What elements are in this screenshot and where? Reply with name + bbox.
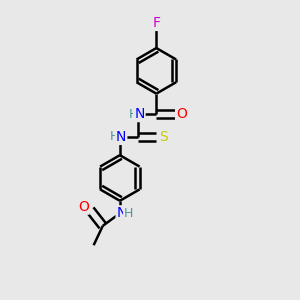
Text: O: O: [176, 107, 187, 121]
Text: H: H: [110, 130, 119, 143]
Text: N: N: [116, 130, 126, 144]
Text: H: H: [124, 207, 134, 220]
Text: O: O: [78, 200, 89, 214]
Text: N: N: [134, 107, 145, 121]
Text: S: S: [159, 130, 168, 144]
Text: F: F: [152, 16, 160, 30]
Text: N: N: [117, 206, 127, 220]
Text: H: H: [128, 108, 138, 121]
